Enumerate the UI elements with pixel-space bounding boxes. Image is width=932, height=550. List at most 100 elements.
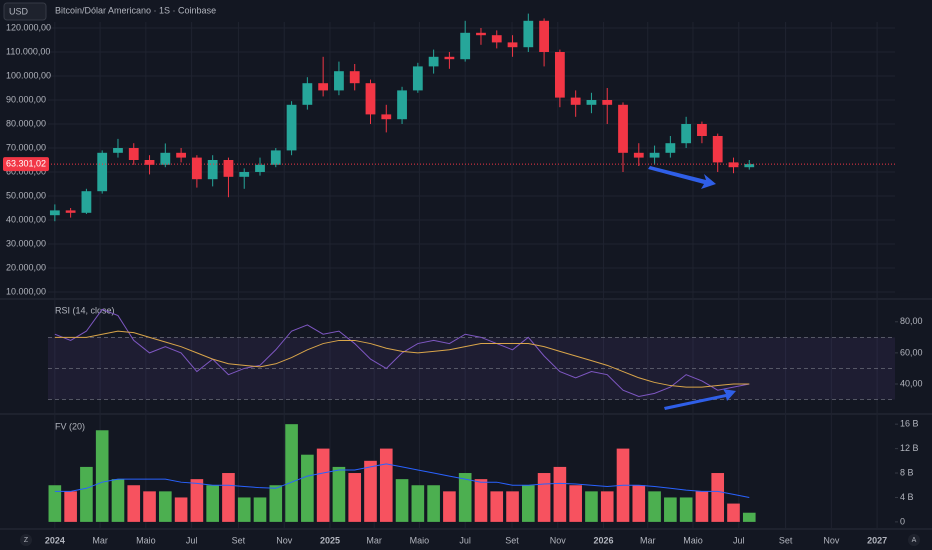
volume-bar xyxy=(522,485,535,522)
annotation-arrow xyxy=(648,166,716,189)
candle-body xyxy=(286,104,297,151)
candle-body xyxy=(160,152,171,165)
candle-body xyxy=(460,32,471,60)
x-tick-label: Jul xyxy=(459,535,471,545)
volume-bar xyxy=(80,466,93,522)
volume-bar xyxy=(253,497,267,522)
volume-title: FV (20) xyxy=(55,421,85,431)
volume-bar xyxy=(632,485,646,522)
last-price-label: 63.301,02 xyxy=(6,158,46,168)
y-tick-label: 90.000,00 xyxy=(6,94,46,104)
volume-bar xyxy=(648,491,661,522)
candle-body xyxy=(586,100,597,105)
volume-bar xyxy=(727,503,740,522)
candle-body xyxy=(381,114,392,120)
y-tick-label: 16 B xyxy=(900,419,919,429)
y-tick-label: 30.000,00 xyxy=(6,238,46,248)
volume-bar xyxy=(537,473,551,522)
y-tick-label: 70.000,00 xyxy=(6,142,46,152)
x-tick-label: Maio xyxy=(136,535,156,545)
candle-body xyxy=(428,56,439,67)
x-tick-label: Jul xyxy=(733,535,745,545)
x-tick-label: 2027 xyxy=(867,535,887,545)
x-tick-label: 2026 xyxy=(594,535,614,545)
rsi-line xyxy=(54,308,750,397)
volume-bar xyxy=(222,473,235,522)
x-tick-label: Mar xyxy=(640,535,656,545)
candle-body xyxy=(681,124,692,144)
currency-label: USD xyxy=(9,6,29,16)
y-tick-label: 4 B xyxy=(900,492,914,502)
volume-bar xyxy=(379,448,393,522)
candle-body xyxy=(49,210,60,216)
y-tick-label: 80.000,00 xyxy=(6,118,46,128)
corner-button[interactable] xyxy=(908,534,920,546)
candle-body xyxy=(697,124,707,137)
x-tick-label: Mar xyxy=(366,535,382,545)
candle-body xyxy=(523,20,534,48)
candle-body xyxy=(507,42,518,48)
candle-body xyxy=(539,20,549,53)
volume-bar xyxy=(269,485,283,522)
candle-body xyxy=(81,191,92,213)
candle-body xyxy=(665,143,676,153)
volume-bar xyxy=(348,473,362,522)
volume-bar xyxy=(411,485,425,522)
candle-body xyxy=(302,83,313,105)
x-tick-label: Nov xyxy=(276,535,293,545)
candle-body xyxy=(444,56,455,60)
candle-body xyxy=(412,66,423,91)
volume-bar xyxy=(695,491,709,522)
y-tick-label: 60.000,00 xyxy=(6,166,46,176)
volume-bar xyxy=(237,497,251,522)
volume-bar xyxy=(664,497,677,522)
volume-bar xyxy=(143,491,156,522)
x-tick-label: 2024 xyxy=(45,535,65,545)
last-price-tag xyxy=(3,157,49,172)
volume-bar xyxy=(506,491,519,522)
candle-body xyxy=(712,136,723,163)
volume-bar xyxy=(474,479,488,522)
y-tick-label: 80,00 xyxy=(900,316,923,326)
corner-button[interactable] xyxy=(20,534,32,546)
annotation-arrow xyxy=(664,389,736,410)
candle-body xyxy=(554,52,565,98)
candle-body xyxy=(491,35,502,43)
volume-bar xyxy=(127,485,141,522)
y-tick-label: 20.000,00 xyxy=(6,262,46,272)
volume-bar xyxy=(679,497,693,522)
candle-body xyxy=(365,83,376,115)
volume-bar xyxy=(395,479,409,522)
volume-bar xyxy=(600,491,614,522)
volume-bar xyxy=(206,485,219,522)
candle-body xyxy=(318,83,329,91)
x-tick-label: Maio xyxy=(683,535,703,545)
candle-body xyxy=(570,97,581,105)
y-tick-label: 12 B xyxy=(900,443,919,453)
candle-body xyxy=(97,152,108,192)
volume-bar xyxy=(95,430,109,522)
y-tick-label: 8 B xyxy=(900,467,914,477)
candle-body xyxy=(744,164,755,168)
volume-bar xyxy=(742,512,756,522)
corner-button-label: Z xyxy=(24,537,29,544)
currency-button[interactable] xyxy=(3,2,47,21)
volume-bar xyxy=(443,491,456,522)
x-tick-label: Set xyxy=(232,535,246,545)
corner-button-label: A xyxy=(912,537,917,544)
volume-bar xyxy=(316,448,330,522)
candle-body xyxy=(334,71,344,91)
volume-bar xyxy=(190,479,204,522)
x-tick-label: Set xyxy=(505,535,519,545)
x-tick-label: Jul xyxy=(186,535,198,545)
candle-body xyxy=(113,148,123,153)
candle-body xyxy=(255,164,265,173)
candle-body xyxy=(239,172,250,177)
candle-body xyxy=(128,148,139,161)
volume-bar xyxy=(64,491,77,522)
candle-body xyxy=(618,104,628,153)
volume-bar xyxy=(585,491,598,522)
candle-body xyxy=(397,90,407,120)
